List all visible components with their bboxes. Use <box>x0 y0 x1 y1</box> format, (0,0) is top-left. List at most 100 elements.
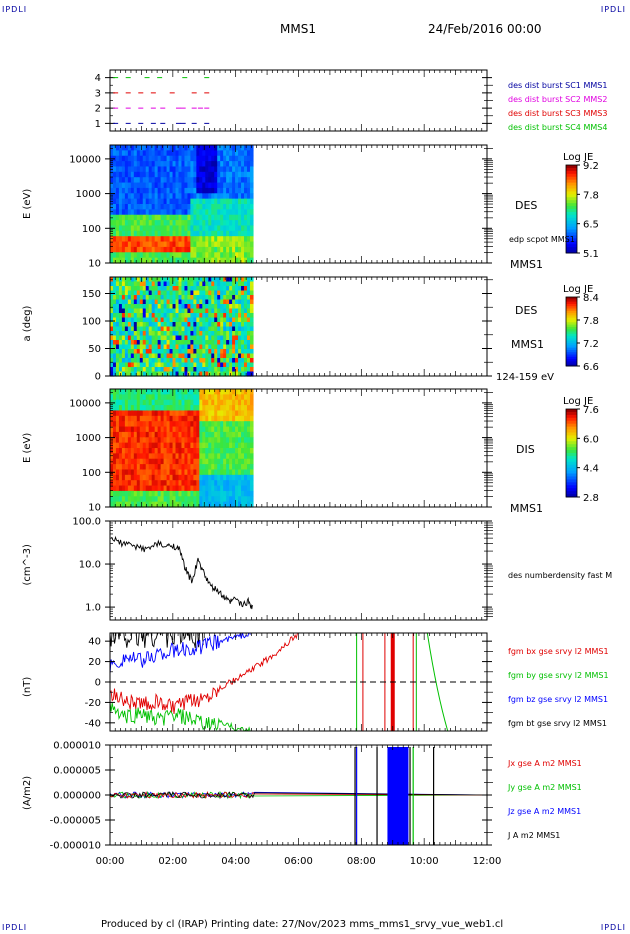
heatmap-cell <box>130 225 135 232</box>
heatmap-cell <box>151 313 156 319</box>
heatmap-cell <box>142 304 147 310</box>
heatmap-cell <box>246 367 251 373</box>
heatmap-cell <box>223 349 227 355</box>
heatmap-cell <box>223 353 227 359</box>
colorbar-segment <box>566 453 577 457</box>
heatmap-cell <box>246 313 251 319</box>
heatmap-cell <box>172 410 177 417</box>
heatmap-cell <box>184 241 189 248</box>
heatmap-cell <box>244 326 248 332</box>
heatmap-cell <box>187 405 192 412</box>
heatmap-cell <box>217 236 221 243</box>
heatmap-cell <box>241 209 245 216</box>
heatmap-cell <box>244 464 248 471</box>
heatmap-cell <box>151 362 156 368</box>
heatmap-cell <box>196 150 200 157</box>
heatmap-cell <box>130 166 135 173</box>
heatmap-cell <box>154 480 159 487</box>
heatmap-cell <box>196 474 200 481</box>
heatmap-cell <box>175 358 180 364</box>
heatmap-cell <box>238 236 242 243</box>
heatmap-cell <box>217 322 221 328</box>
heatmap-cell <box>139 299 144 305</box>
heatmap-cell <box>127 290 132 296</box>
heatmap-cell <box>145 246 150 253</box>
heatmap-cell <box>217 358 221 364</box>
heatmap-cell <box>169 358 174 364</box>
heatmap-cell <box>112 442 117 449</box>
heatmap-cell <box>175 277 180 283</box>
heatmap-cell <box>175 469 180 476</box>
heatmap-cell <box>238 331 242 337</box>
heatmap-cell <box>136 308 141 314</box>
heatmap-cell <box>136 225 141 232</box>
heatmap-cell <box>169 335 174 341</box>
colorbar-segment <box>566 491 577 495</box>
heatmap-cell <box>217 410 221 417</box>
heatmap-cell <box>217 431 221 438</box>
heatmap-cell <box>175 442 180 449</box>
heatmap-cell <box>220 257 224 264</box>
heatmap-cell <box>208 448 212 454</box>
y-tick-label-des-pitch: 50 <box>88 344 101 355</box>
heatmap-cell <box>208 214 212 221</box>
heatmap-cell <box>142 225 147 232</box>
heatmap-cell <box>133 458 138 465</box>
heatmap-cell <box>110 177 114 184</box>
heatmap-cell <box>127 394 132 401</box>
heatmap-cell <box>157 501 162 508</box>
heatmap-cell <box>154 431 159 438</box>
heatmap-cell <box>211 480 215 487</box>
heatmap-cell <box>160 182 165 189</box>
heatmap-cell <box>127 281 132 287</box>
heatmap-cell <box>208 322 212 328</box>
heatmap-cell <box>175 335 180 341</box>
heatmap-cell <box>175 399 180 406</box>
heatmap-cell <box>115 281 120 287</box>
heatmap-cell <box>166 236 171 243</box>
heatmap-cell <box>217 415 221 422</box>
heatmap-cell <box>139 322 144 328</box>
heatmap-cell <box>214 490 218 497</box>
heatmap-cell <box>235 362 239 368</box>
heatmap-cell <box>199 464 203 471</box>
heatmap-cell <box>181 252 186 259</box>
heatmap-cell <box>232 308 236 314</box>
heatmap-cell <box>175 485 180 492</box>
heatmap-cell <box>187 431 192 438</box>
heatmap-cell <box>246 145 251 151</box>
heatmap-cell <box>238 322 242 328</box>
heatmap-cell <box>115 155 120 162</box>
heatmap-cell <box>160 464 165 471</box>
heatmap-cell <box>229 187 233 194</box>
heatmap-cell <box>193 198 197 205</box>
heatmap-cell <box>181 290 186 296</box>
heatmap-cell <box>241 358 245 364</box>
heatmap-cell <box>181 182 186 189</box>
heatmap-cell <box>190 394 194 401</box>
heatmap-cell <box>163 308 168 314</box>
heatmap-cell <box>169 464 174 471</box>
heatmap-cell <box>232 362 236 368</box>
heatmap-cell <box>241 220 245 227</box>
heatmap-cell <box>118 410 123 417</box>
heatmap-cell <box>202 340 206 346</box>
heatmap-cell <box>145 442 150 449</box>
heatmap-cell <box>163 166 168 173</box>
heatmap-cell <box>235 415 239 422</box>
heatmap-cell <box>241 340 245 346</box>
heatmap-cell <box>241 281 245 287</box>
heatmap-cell <box>130 405 135 412</box>
heatmap-cell <box>196 389 200 395</box>
heatmap-cell <box>193 362 197 368</box>
heatmap-cell <box>151 225 156 232</box>
heatmap-cell <box>217 313 221 319</box>
heatmap-cell <box>121 480 126 487</box>
heatmap-cell <box>238 182 242 189</box>
heatmap-cell <box>232 198 236 205</box>
heatmap-cell <box>160 426 165 433</box>
heatmap-cell <box>178 277 183 283</box>
heatmap-cell <box>223 496 227 503</box>
heatmap-cell <box>127 453 132 460</box>
heatmap-cell <box>157 299 162 305</box>
